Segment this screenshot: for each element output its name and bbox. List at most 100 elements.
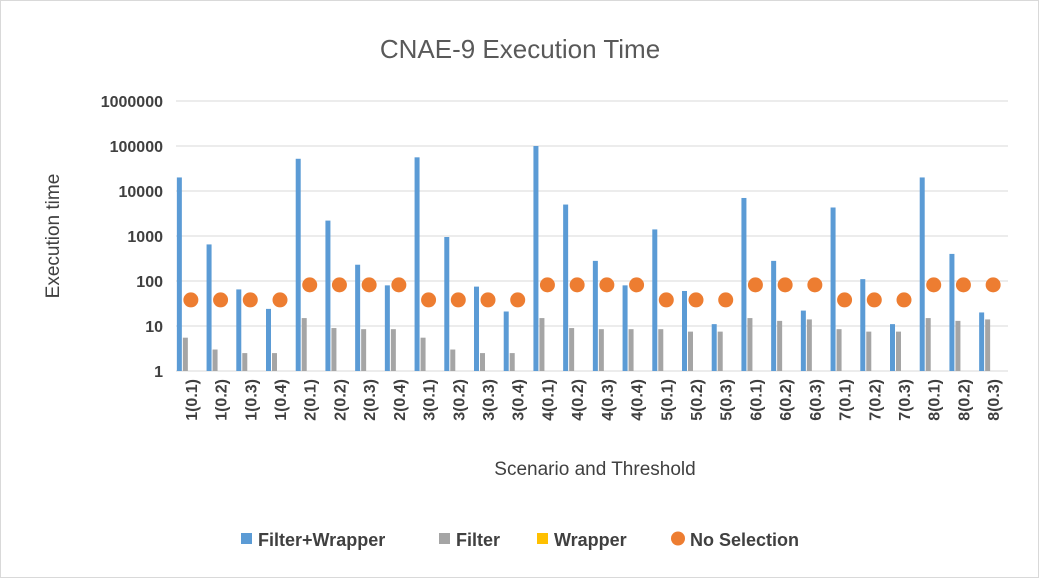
x-tick-label: 3(0.4)	[511, 379, 528, 421]
marker-no-selection	[421, 292, 437, 308]
legend-label: Filter+Wrapper	[258, 530, 385, 550]
bar-filter	[361, 329, 367, 371]
bar-filter	[836, 329, 842, 371]
y-tick-label: 100	[136, 274, 163, 291]
y-axis-label: Execution time	[43, 174, 64, 299]
x-tick-label: 2(0.4)	[392, 379, 409, 421]
marker-no-selection	[896, 292, 912, 308]
bar-filter	[480, 353, 485, 371]
bar-filter-wrapper	[771, 260, 777, 371]
bar-filter-wrapper	[622, 285, 628, 371]
bar-filter-wrapper	[206, 244, 212, 371]
marker-no-selection	[361, 277, 377, 293]
bar-filter	[450, 349, 456, 371]
bar-filter	[242, 353, 248, 371]
marker-no-selection	[510, 292, 526, 308]
marker-no-selection	[302, 277, 318, 293]
y-tick-label: 10000	[119, 184, 164, 201]
x-tick-label: 7(0.3)	[897, 379, 914, 421]
x-tick-label: 5(0.2)	[689, 379, 706, 421]
bar-filter-wrapper	[652, 229, 658, 371]
chart-title: CNAE-9 Execution Time	[380, 34, 660, 64]
bar-filter-wrapper	[384, 285, 390, 371]
marker-no-selection	[629, 277, 645, 293]
bar-filter-wrapper	[563, 204, 569, 371]
y-tick-label: 1000000	[101, 94, 163, 111]
marker-no-selection	[569, 277, 585, 293]
legend-label: Wrapper	[554, 530, 627, 550]
bar-filter-wrapper	[355, 264, 361, 371]
marker-no-selection	[747, 277, 763, 293]
bar-filter	[509, 353, 515, 371]
legend-swatch	[241, 533, 252, 544]
bar-filter	[212, 349, 218, 371]
marker-no-selection	[718, 292, 734, 308]
bar-filter	[777, 320, 783, 371]
marker-no-selection	[866, 292, 882, 308]
bar-filter-wrapper	[266, 308, 271, 371]
bar-filter-wrapper	[503, 311, 509, 371]
y-tick-labels: 1 10 100 1000 10000 100000 1000000	[101, 94, 163, 381]
marker-no-selection	[331, 277, 347, 293]
bar-filter-wrapper	[711, 324, 717, 371]
bar-filter	[866, 331, 872, 371]
bar-filter-wrapper	[949, 253, 955, 371]
bar-filter-wrapper	[176, 177, 182, 371]
x-tick-labels: 1(0.1) 1(0.2) 1(0.3) 1(0.4) 2(0.1) 2(0.2) 2(0.…	[184, 379, 1003, 421]
y-tick-label: 1000	[127, 229, 163, 246]
marker-no-selection	[242, 292, 258, 308]
marker-no-selection	[837, 292, 853, 308]
x-axis-label: Scenario and Threshold	[494, 459, 695, 480]
bar-filter-wrapper	[979, 312, 985, 371]
bar-filter	[272, 353, 277, 371]
y-tick-label: 10	[145, 319, 163, 336]
bar-filter-wrapper	[325, 220, 331, 371]
bar-filter	[539, 318, 545, 371]
bar-filter	[925, 318, 931, 371]
x-tick-label: 3(0.2)	[451, 379, 468, 421]
bar-filter-wrapper	[682, 290, 687, 371]
x-tick-label: 4(0.1)	[540, 379, 557, 421]
marker-no-selection	[926, 277, 942, 293]
legend-label: No Selection	[690, 530, 799, 550]
x-tick-label: 2(0.2)	[332, 379, 349, 421]
bar-filter-wrapper	[295, 158, 301, 371]
marker-no-selection	[807, 277, 823, 293]
bar-filter	[985, 319, 991, 371]
bar-filter-wrapper	[533, 146, 539, 371]
x-tick-label: 5(0.3)	[719, 379, 736, 421]
x-tick-label: 2(0.3)	[362, 379, 379, 421]
x-tick-label: 8(0.3)	[986, 379, 1003, 421]
marker-no-selection	[183, 292, 199, 308]
x-tick-label: 2(0.1)	[303, 379, 320, 421]
x-tick-label: 1(0.3)	[243, 379, 260, 421]
bar-filter	[806, 319, 812, 371]
x-tick-label: 1(0.1)	[184, 379, 201, 421]
bar-filter	[182, 337, 188, 371]
bar-filter-wrapper	[800, 310, 806, 371]
x-tick-label: 6(0.3)	[808, 379, 825, 421]
bar-filter-wrapper	[830, 207, 836, 371]
x-tick-label: 3(0.1)	[422, 379, 439, 421]
bar-filter	[658, 329, 664, 371]
x-tick-label: 6(0.1)	[748, 379, 765, 421]
marker-no-selection	[213, 292, 229, 308]
bar-filter-wrapper	[474, 286, 479, 371]
bar-filter	[717, 331, 723, 371]
x-tick-label: 8(0.2)	[956, 379, 973, 421]
bar-filter-wrapper	[919, 177, 925, 371]
bar-filter	[331, 328, 337, 371]
marker-no-selection	[955, 277, 971, 293]
marker-no-selection	[539, 277, 555, 293]
marker-no-selection	[658, 292, 674, 308]
bar-filter	[390, 329, 396, 371]
legend-label: Filter	[456, 530, 500, 550]
bar-filter	[896, 331, 901, 371]
bar-filter	[569, 328, 575, 371]
bar-filter	[598, 329, 604, 371]
bar-filter	[955, 320, 961, 371]
no-selection-markers	[183, 277, 1001, 308]
bar-filter	[628, 329, 634, 371]
bar-filter	[420, 337, 426, 371]
bar-filter	[301, 318, 307, 371]
